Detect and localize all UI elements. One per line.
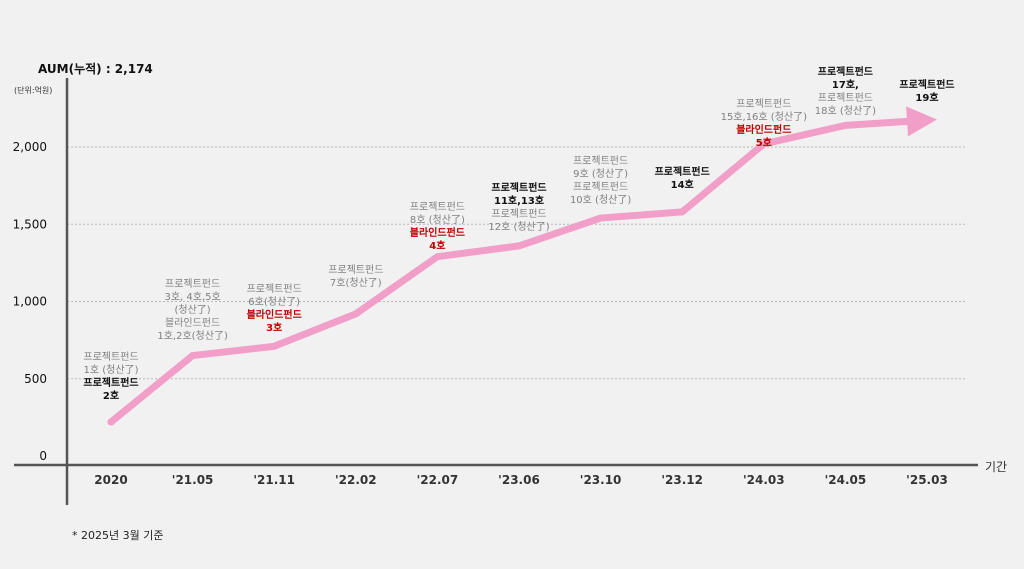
x-tick-label: '25.03 <box>906 473 948 487</box>
y-tick-label: 1,500 <box>13 217 47 231</box>
data-point <box>515 242 523 250</box>
x-tick-label: '24.03 <box>743 473 785 487</box>
point-annotation: 프로젝트펀드 8호 (청산了) 블라인드펀드 4호 <box>410 201 465 253</box>
y-tick-labels: 0 500 1,000 1,500 2,000 <box>13 140 47 463</box>
x-tick-label: '22.02 <box>335 473 377 487</box>
annotation-line: 7호(청산了) <box>329 278 382 289</box>
y-tick-label: 2,000 <box>13 140 47 154</box>
annotation-line: (청산了) <box>174 305 211 316</box>
series-arrowhead <box>906 106 937 137</box>
point-annotation: 프로젝트펀드 11호,13호 프로젝트펀드 12호 (청산了) <box>488 182 549 234</box>
data-point <box>352 310 360 318</box>
x-tick-labels: 2020 '21.05 '21.11 '22.02 '22.07 '23.06 '23.10… <box>94 473 948 487</box>
data-point <box>678 208 686 216</box>
annotation-line: 17호, <box>831 80 859 91</box>
annotation-line: 3호 <box>266 323 283 334</box>
annotation-line: 2호 <box>102 391 120 402</box>
series-line <box>107 106 937 426</box>
y-tick-label: 0 <box>39 449 47 463</box>
data-point <box>597 214 605 222</box>
grid-lines <box>67 146 965 380</box>
data-point <box>270 342 278 350</box>
y-tick-label: 500 <box>24 372 47 386</box>
annotation-line: 프로젝트펀드 <box>83 378 139 389</box>
annotation-line: 15호,16호 (청산了) <box>720 112 808 123</box>
unit-label: (단위:억원) <box>14 86 53 95</box>
data-point <box>760 140 768 148</box>
annotation-line: 프로젝트펀드 <box>409 202 465 213</box>
x-tick-label: 2020 <box>94 473 127 487</box>
annotation-line: 프로젝트펀드 <box>246 284 302 295</box>
annotation-line: 프로젝트펀드 <box>83 352 139 363</box>
x-tick-label: '23.10 <box>580 473 622 487</box>
point-annotation: 프로젝트펀드 15호,16호 (청산了) 블라인드펀드 5호 <box>721 98 807 150</box>
point-annotation: 프로젝트펀드 19호 <box>899 79 954 105</box>
annotation-line: 1호,2호(청산了) <box>157 331 228 342</box>
annotation-line: 12호 (청산了) <box>488 222 550 233</box>
aum-total-label: AUM(누적) : 2,174 <box>38 62 153 76</box>
annotation-line: 6호(청산了) <box>248 297 301 308</box>
annotation-line: 5호 <box>755 138 772 149</box>
annotation-line: 프로젝트펀드 <box>817 67 873 78</box>
point-annotation: 프로젝트펀드 7호(청산了) <box>328 264 383 290</box>
annotation-line: 4호 <box>429 241 446 252</box>
data-point <box>923 116 931 124</box>
annotation-line: 프로젝트펀드 <box>654 167 710 178</box>
annotation-line: 프로젝트펀드 <box>817 93 873 104</box>
annotation-line: 블라인드펀드 <box>409 228 465 239</box>
point-annotation: 프로젝트펀드 3호, 4호,5호 (청산了) 블라인드펀드 1호,2호(청산了) <box>157 278 228 343</box>
annotation-line: 14호 <box>670 180 694 191</box>
x-axis-unit-label: 기간 <box>985 460 1008 474</box>
x-tick-label: '21.05 <box>172 473 214 487</box>
footnote: * 2025년 3월 기준 <box>72 529 164 542</box>
x-tick-label: '21.11 <box>253 473 295 487</box>
point-annotation: 프로젝트펀드 9호 (청산了) 프로젝트펀드 10호 (청산了) <box>570 155 631 207</box>
annotation-line: 프로젝트펀드 <box>491 209 547 220</box>
point-annotation: 프로젝트펀드 17호, 프로젝트펀드 18호 (청산了) <box>815 66 876 118</box>
annotation-line: 3호, 4호,5호 <box>164 292 221 303</box>
data-point <box>189 352 197 360</box>
annotation-line: 1호 (청산了) <box>83 365 139 376</box>
series-polyline <box>107 117 911 426</box>
point-annotation: 프로젝트펀드 1호 (청산了) 프로젝트펀드 2호 <box>83 351 138 403</box>
annotation-line: 8호 (청산了) <box>409 215 465 226</box>
point-annotation: 프로젝트펀드 14호 <box>655 166 710 192</box>
annotation-line: 블라인드펀드 <box>164 318 221 329</box>
annotation-line: 프로젝트펀드 <box>328 265 384 276</box>
data-point <box>841 121 849 129</box>
point-annotation: 프로젝트펀드 6호(청산了) 블라인드펀드 3호 <box>247 283 302 335</box>
annotation-line: 프로젝트펀드 <box>164 279 221 290</box>
annotation-line: 블라인드펀드 <box>736 125 792 136</box>
annotation-line: 프로젝트펀드 <box>572 156 629 167</box>
annotation-line: 블라인드펀드 <box>246 310 302 321</box>
annotation-line: 19호 <box>915 93 939 104</box>
x-tick-label: '23.06 <box>498 473 540 487</box>
x-tick-label: '24.05 <box>825 473 867 487</box>
x-tick-label: '22.07 <box>417 473 459 487</box>
annotation-line: 프로젝트펀드 <box>491 183 547 194</box>
annotation-line: 프로젝트펀드 <box>736 99 792 110</box>
data-point <box>433 253 441 261</box>
axes <box>14 78 978 505</box>
data-point <box>107 418 115 426</box>
annotation-line: 10호 (청산了) <box>569 195 632 206</box>
annotation-line: 11호,13호 <box>493 196 545 207</box>
annotation-line: 9호 (청산了) <box>573 169 629 180</box>
annotation-line: 프로젝트펀드 <box>899 80 955 91</box>
annotation-line: 18호 (청산了) <box>814 106 877 117</box>
y-tick-label: 1,000 <box>13 295 47 309</box>
annotation-line: 프로젝트펀드 <box>572 182 629 193</box>
x-tick-label: '23.12 <box>661 473 703 487</box>
